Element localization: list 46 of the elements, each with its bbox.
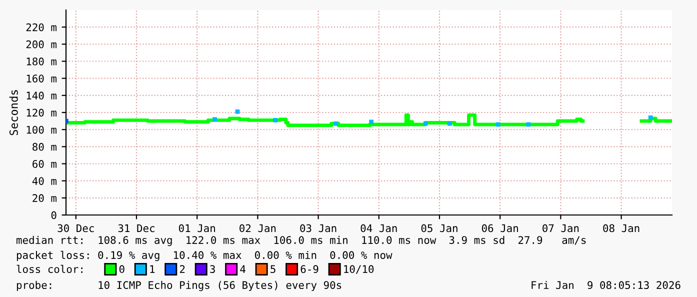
y-tick-label: 0 bbox=[51, 211, 56, 220]
x-tick-label: 30 Dec bbox=[58, 224, 94, 232]
point bbox=[526, 122, 531, 127]
y-tick-label: 180 m bbox=[26, 58, 56, 66]
y-tick-label: 140 m bbox=[26, 92, 56, 100]
legend-label: 6-9 bbox=[300, 265, 318, 274]
legend-label: 10/10 bbox=[344, 265, 374, 274]
legend-label: 3 bbox=[210, 265, 215, 274]
legend-label: 0 bbox=[119, 265, 124, 274]
point bbox=[334, 121, 338, 126]
y-tick-label: 160 m bbox=[26, 74, 56, 82]
point bbox=[423, 121, 428, 126]
legend-label: 5 bbox=[270, 265, 276, 274]
y-axis-title: Seconds bbox=[9, 90, 18, 136]
y-tick-label: 220 m bbox=[26, 23, 56, 32]
point bbox=[447, 121, 452, 126]
legend-label: 2 bbox=[180, 265, 185, 273]
point bbox=[212, 117, 217, 122]
text: median rtt: 108.6 ms avg 122.0 ms max 106.0 ms min 110.0 ms now 3.9 ms sd 27.9 am/s bbox=[16, 236, 586, 246]
legend-label: 4 bbox=[240, 265, 246, 273]
y-tick-label: 60 m bbox=[32, 160, 56, 168]
x-tick-label: 05 Jan bbox=[421, 224, 458, 232]
point bbox=[273, 118, 278, 122]
x-tick-label: 08 Jan bbox=[603, 224, 640, 232]
y-tick-label: 100 m bbox=[26, 126, 56, 134]
x-tick-label: 01 Jan bbox=[178, 224, 215, 232]
x-tick-label: 02 Jan bbox=[240, 224, 276, 232]
text: probe: 10 ICMP Echo Pings (56 Bytes) every 90s bbox=[16, 280, 342, 292]
legend-title: loss color: bbox=[16, 264, 82, 274]
point bbox=[648, 115, 653, 120]
text: packet loss: 0.19 % avg 10.40 % max 0.00 % min 0.00 % now bbox=[16, 250, 392, 262]
y-tick-label: 20 m bbox=[32, 194, 56, 202]
x-tick-label: 04 Jan bbox=[360, 224, 397, 232]
y-tick-label: 200 m bbox=[26, 40, 56, 48]
point bbox=[369, 120, 374, 124]
legend-label: 1 bbox=[150, 265, 155, 273]
y-tick-label: 120 m bbox=[26, 108, 56, 117]
x-tick-label: 03 Jan bbox=[300, 224, 336, 232]
y-tick-label: 40 m bbox=[32, 177, 56, 185]
point bbox=[496, 122, 500, 127]
y-tick-label: 80 m bbox=[32, 142, 56, 151]
text: Fri Jan 9 08:05:13 2026 bbox=[532, 280, 680, 290]
x-tick-label: 31 Dec bbox=[118, 224, 154, 232]
x-tick-label: 06 Jan bbox=[482, 224, 518, 232]
point bbox=[235, 109, 240, 114]
x-tick-label: 07 Jan bbox=[542, 224, 579, 232]
